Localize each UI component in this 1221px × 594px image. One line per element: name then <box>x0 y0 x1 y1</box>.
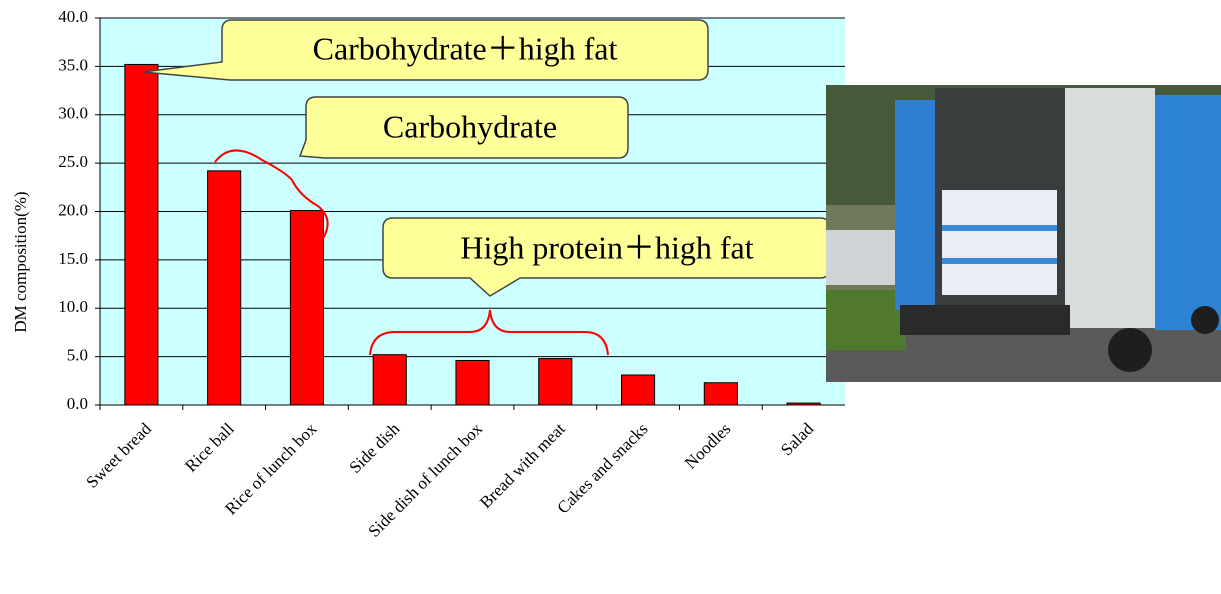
annotation: High protein＋high fat <box>460 229 753 265</box>
annotation: Carbohydrate＋high fat <box>313 30 618 66</box>
bar <box>124 63 159 406</box>
brace <box>214 149 329 241</box>
truck-door <box>895 100 935 310</box>
y-tick-label: 10.0 <box>58 297 88 316</box>
y-tick-label: 5.0 <box>67 346 88 365</box>
callout <box>142 19 709 81</box>
bar <box>538 358 573 406</box>
fence <box>826 230 906 285</box>
x-tick-label: Bread with meat <box>476 419 569 512</box>
truck-open-door <box>1065 88 1155 328</box>
y-tick-label: 15.0 <box>58 249 88 268</box>
bar <box>455 359 490 406</box>
cargo-band <box>942 225 1057 231</box>
bar <box>786 402 821 406</box>
x-tick-label: Sweet bread <box>82 419 155 492</box>
truck-side <box>1155 95 1221 330</box>
y-tick-label: 30.0 <box>58 104 88 123</box>
annotation: Carbohydrate <box>383 108 557 144</box>
x-tick-label: Salad <box>777 419 817 459</box>
truck-bumper <box>900 305 1070 335</box>
wheel <box>1191 306 1219 334</box>
bar <box>621 374 656 406</box>
callout <box>298 96 629 159</box>
y-tick-label: 20.0 <box>58 200 88 219</box>
bar <box>207 170 242 406</box>
bar <box>289 210 324 406</box>
y-axis-label: DM composition(%) <box>11 191 30 332</box>
cargo <box>942 190 1057 295</box>
x-tick-label: Side dish <box>345 419 403 477</box>
cargo-band <box>942 258 1057 264</box>
y-tick-label: 25.0 <box>58 152 88 171</box>
grass <box>826 290 906 350</box>
brace <box>369 309 609 356</box>
x-tick-label: Rice ball <box>181 419 238 476</box>
x-tick-label: Noodles <box>681 419 735 473</box>
y-tick-label: 0.0 <box>67 394 88 413</box>
y-tick-label: 40.0 <box>58 7 88 26</box>
wheel <box>1108 328 1152 372</box>
bar <box>703 382 738 406</box>
x-tick-label: Cakes and snacks <box>553 419 651 517</box>
y-tick-label: 35.0 <box>58 55 88 74</box>
photo <box>826 85 1221 382</box>
bar <box>372 354 407 406</box>
